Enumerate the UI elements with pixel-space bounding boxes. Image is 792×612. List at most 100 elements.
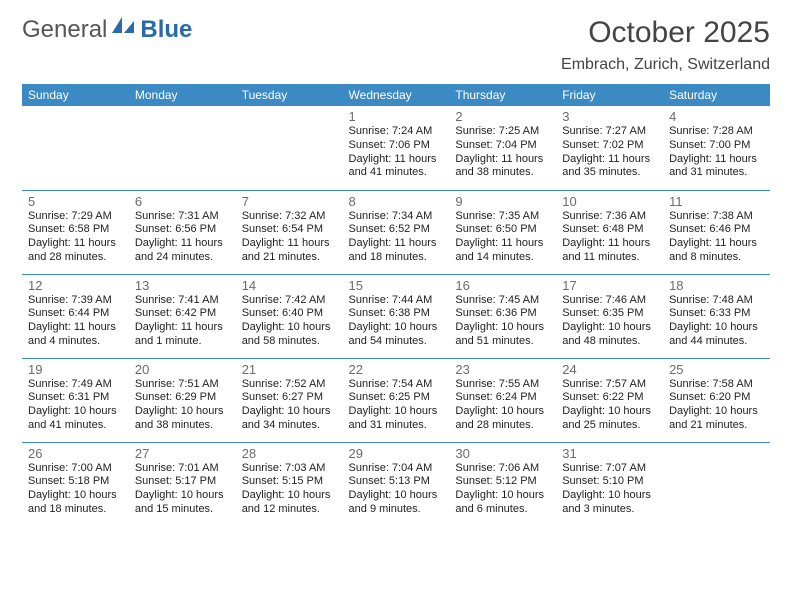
day-info: Sunrise: 7:45 AMSunset: 6:36 PMDaylight:… [451, 294, 552, 349]
calendar-day-cell: 15Sunrise: 7:44 AMSunset: 6:38 PMDayligh… [343, 274, 450, 358]
calendar-day-cell [236, 106, 343, 190]
daylight-text: Daylight: 11 hours and 31 minutes. [669, 153, 766, 181]
sunset-text: Sunset: 5:13 PM [349, 475, 446, 489]
calendar-day-cell: 30Sunrise: 7:06 AMSunset: 5:12 PMDayligh… [449, 442, 556, 526]
day-info: Sunrise: 7:27 AMSunset: 7:02 PMDaylight:… [558, 125, 659, 180]
sunrise-text: Sunrise: 7:44 AM [349, 294, 446, 308]
sunrise-text: Sunrise: 7:52 AM [242, 378, 339, 392]
sunrise-text: Sunrise: 7:55 AM [455, 378, 552, 392]
day-number: 30 [451, 446, 552, 461]
day-info: Sunrise: 7:44 AMSunset: 6:38 PMDaylight:… [345, 294, 446, 349]
daylight-text: Daylight: 11 hours and 28 minutes. [28, 237, 125, 265]
daylight-text: Daylight: 10 hours and 15 minutes. [135, 489, 232, 517]
daylight-text: Daylight: 11 hours and 41 minutes. [349, 153, 446, 181]
calendar-day-cell: 27Sunrise: 7:01 AMSunset: 5:17 PMDayligh… [129, 442, 236, 526]
daylight-text: Daylight: 11 hours and 24 minutes. [135, 237, 232, 265]
daylight-text: Daylight: 10 hours and 34 minutes. [242, 405, 339, 433]
sunset-text: Sunset: 6:58 PM [28, 223, 125, 237]
calendar-day-cell [129, 106, 236, 190]
day-info: Sunrise: 7:01 AMSunset: 5:17 PMDaylight:… [131, 462, 232, 517]
day-info: Sunrise: 7:25 AMSunset: 7:04 PMDaylight:… [451, 125, 552, 180]
sunset-text: Sunset: 6:27 PM [242, 391, 339, 405]
sunset-text: Sunset: 6:48 PM [562, 223, 659, 237]
daylight-text: Daylight: 10 hours and 44 minutes. [669, 321, 766, 349]
calendar-day-cell: 10Sunrise: 7:36 AMSunset: 6:48 PMDayligh… [556, 190, 663, 274]
sunrise-text: Sunrise: 7:36 AM [562, 210, 659, 224]
day-info: Sunrise: 7:58 AMSunset: 6:20 PMDaylight:… [665, 378, 766, 433]
weekday-header: Saturday [663, 84, 770, 106]
sunrise-text: Sunrise: 7:24 AM [349, 125, 446, 139]
daylight-text: Daylight: 10 hours and 9 minutes. [349, 489, 446, 517]
day-number: 31 [558, 446, 659, 461]
sunset-text: Sunset: 5:15 PM [242, 475, 339, 489]
sunset-text: Sunset: 6:56 PM [135, 223, 232, 237]
calendar-day-cell [22, 106, 129, 190]
sunset-text: Sunset: 6:31 PM [28, 391, 125, 405]
calendar-day-cell: 4Sunrise: 7:28 AMSunset: 7:00 PMDaylight… [663, 106, 770, 190]
weekday-header: Tuesday [236, 84, 343, 106]
sunset-text: Sunset: 5:17 PM [135, 475, 232, 489]
sunrise-text: Sunrise: 7:38 AM [669, 210, 766, 224]
calendar-week-row: 19Sunrise: 7:49 AMSunset: 6:31 PMDayligh… [22, 358, 770, 442]
day-number: 15 [345, 278, 446, 293]
daylight-text: Daylight: 11 hours and 8 minutes. [669, 237, 766, 265]
day-number: 27 [131, 446, 232, 461]
logo-icon [112, 14, 138, 42]
day-info: Sunrise: 7:32 AMSunset: 6:54 PMDaylight:… [238, 210, 339, 265]
header-bar: General Blue October 2025 Embrach, Zuric… [22, 16, 770, 74]
sunrise-text: Sunrise: 7:00 AM [28, 462, 125, 476]
daylight-text: Daylight: 11 hours and 38 minutes. [455, 153, 552, 181]
sunset-text: Sunset: 6:25 PM [349, 391, 446, 405]
day-number: 6 [131, 194, 232, 209]
day-number: 23 [451, 362, 552, 377]
sunrise-text: Sunrise: 7:07 AM [562, 462, 659, 476]
day-number: 22 [345, 362, 446, 377]
day-info: Sunrise: 7:03 AMSunset: 5:15 PMDaylight:… [238, 462, 339, 517]
weekday-header: Monday [129, 84, 236, 106]
sunset-text: Sunset: 6:20 PM [669, 391, 766, 405]
calendar-head: Sunday Monday Tuesday Wednesday Thursday… [22, 84, 770, 106]
day-number: 19 [24, 362, 125, 377]
calendar-day-cell: 18Sunrise: 7:48 AMSunset: 6:33 PMDayligh… [663, 274, 770, 358]
calendar-day-cell: 13Sunrise: 7:41 AMSunset: 6:42 PMDayligh… [129, 274, 236, 358]
sunset-text: Sunset: 6:44 PM [28, 307, 125, 321]
sunset-text: Sunset: 7:00 PM [669, 139, 766, 153]
day-number: 11 [665, 194, 766, 209]
sunset-text: Sunset: 7:04 PM [455, 139, 552, 153]
day-number: 18 [665, 278, 766, 293]
calendar-day-cell: 29Sunrise: 7:04 AMSunset: 5:13 PMDayligh… [343, 442, 450, 526]
day-info: Sunrise: 7:31 AMSunset: 6:56 PMDaylight:… [131, 210, 232, 265]
sunset-text: Sunset: 7:02 PM [562, 139, 659, 153]
sunrise-text: Sunrise: 7:28 AM [669, 125, 766, 139]
sunset-text: Sunset: 6:46 PM [669, 223, 766, 237]
day-info: Sunrise: 7:07 AMSunset: 5:10 PMDaylight:… [558, 462, 659, 517]
day-info: Sunrise: 7:54 AMSunset: 6:25 PMDaylight:… [345, 378, 446, 433]
calendar-week-row: 26Sunrise: 7:00 AMSunset: 5:18 PMDayligh… [22, 442, 770, 526]
weekday-header: Friday [556, 84, 663, 106]
sunset-text: Sunset: 5:18 PM [28, 475, 125, 489]
sunrise-text: Sunrise: 7:39 AM [28, 294, 125, 308]
calendar-day-cell: 11Sunrise: 7:38 AMSunset: 6:46 PMDayligh… [663, 190, 770, 274]
sunrise-text: Sunrise: 7:03 AM [242, 462, 339, 476]
sunrise-text: Sunrise: 7:34 AM [349, 210, 446, 224]
page-title: October 2025 [561, 16, 770, 50]
calendar-day-cell: 12Sunrise: 7:39 AMSunset: 6:44 PMDayligh… [22, 274, 129, 358]
day-number: 21 [238, 362, 339, 377]
logo-text-2: Blue [140, 16, 192, 44]
sunset-text: Sunset: 6:36 PM [455, 307, 552, 321]
calendar-day-cell: 17Sunrise: 7:46 AMSunset: 6:35 PMDayligh… [556, 274, 663, 358]
sunset-text: Sunset: 6:38 PM [349, 307, 446, 321]
day-number: 7 [238, 194, 339, 209]
calendar-day-cell: 28Sunrise: 7:03 AMSunset: 5:15 PMDayligh… [236, 442, 343, 526]
sunrise-text: Sunrise: 7:31 AM [135, 210, 232, 224]
daylight-text: Daylight: 11 hours and 4 minutes. [28, 321, 125, 349]
weekday-header: Sunday [22, 84, 129, 106]
calendar-day-cell: 7Sunrise: 7:32 AMSunset: 6:54 PMDaylight… [236, 190, 343, 274]
calendar-week-row: 12Sunrise: 7:39 AMSunset: 6:44 PMDayligh… [22, 274, 770, 358]
day-info: Sunrise: 7:38 AMSunset: 6:46 PMDaylight:… [665, 210, 766, 265]
sunset-text: Sunset: 7:06 PM [349, 139, 446, 153]
sunrise-text: Sunrise: 7:45 AM [455, 294, 552, 308]
sunset-text: Sunset: 5:10 PM [562, 475, 659, 489]
day-info: Sunrise: 7:52 AMSunset: 6:27 PMDaylight:… [238, 378, 339, 433]
calendar-day-cell: 6Sunrise: 7:31 AMSunset: 6:56 PMDaylight… [129, 190, 236, 274]
